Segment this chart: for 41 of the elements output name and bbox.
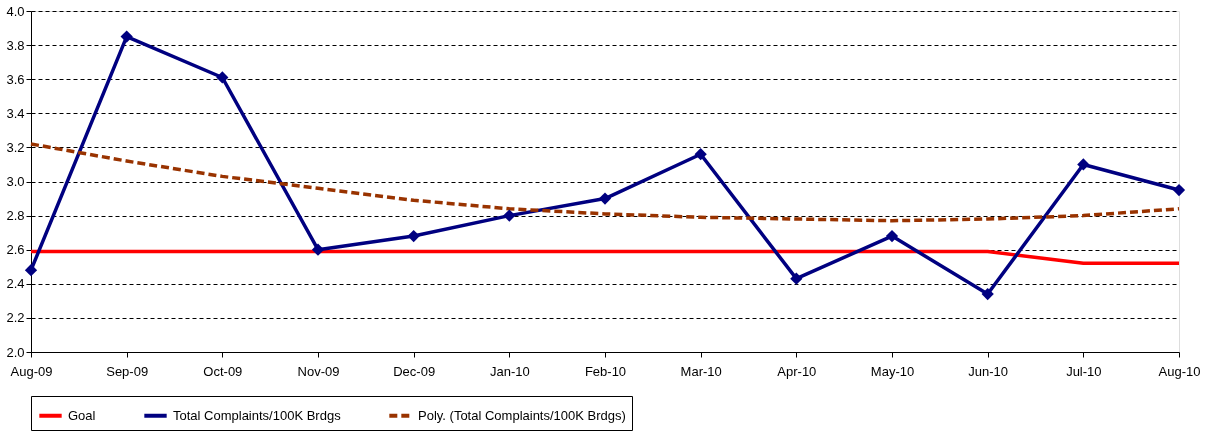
y-tick-label: 2.6 bbox=[6, 242, 25, 258]
x-tick-label: Mar-10 bbox=[680, 363, 722, 379]
y-tick-label: 3.4 bbox=[6, 105, 25, 121]
y-tick-label: 3.2 bbox=[6, 139, 25, 155]
legend-label: Total Complaints/100K Brdgs bbox=[173, 407, 342, 423]
point bbox=[981, 287, 994, 301]
point bbox=[790, 272, 803, 285]
y-tick-label: 2.4 bbox=[6, 276, 25, 292]
x-tick-label: Jan-10 bbox=[489, 363, 530, 379]
point bbox=[885, 229, 899, 243]
legend-label: Goal bbox=[68, 407, 96, 423]
x-tick-label: Aug-09 bbox=[10, 363, 53, 379]
point bbox=[598, 192, 612, 205]
y-tick-label: 4.0 bbox=[6, 3, 25, 19]
x-tick-label: Jun-10 bbox=[968, 363, 1009, 379]
x-tick-label: Aug-10 bbox=[1158, 363, 1201, 379]
point bbox=[216, 71, 229, 84]
point bbox=[1172, 183, 1186, 197]
point bbox=[120, 30, 133, 43]
y-tick-label: 2.8 bbox=[6, 208, 25, 224]
line-series bbox=[29, 142, 1181, 223]
x-tick-label: Feb-10 bbox=[584, 363, 627, 379]
point bbox=[24, 264, 38, 277]
point bbox=[311, 243, 325, 256]
y-tick-label: 3.8 bbox=[6, 37, 25, 53]
point bbox=[407, 229, 420, 243]
x-tick-label: May-10 bbox=[870, 363, 915, 379]
x-tick-label: Dec-09 bbox=[393, 363, 436, 379]
y-tick-label: 3.0 bbox=[6, 174, 25, 189]
x-tick-label: Oct-09 bbox=[203, 363, 243, 379]
point bbox=[694, 148, 707, 161]
y-tick-label: 3.6 bbox=[6, 71, 25, 87]
point bbox=[503, 209, 516, 222]
x-tick-label: Jul-10 bbox=[1066, 363, 1102, 379]
y-tick-label: 2.2 bbox=[6, 310, 25, 326]
x-tick-label: Nov-09 bbox=[297, 363, 340, 379]
y-tick-label: 2.0 bbox=[6, 344, 25, 360]
point bbox=[1077, 158, 1090, 171]
legend-label: Poly. (Total Complaints/100K Brdgs) bbox=[418, 407, 626, 423]
x-tick-label: Sep-09 bbox=[106, 363, 149, 379]
x-tick-label: Apr-10 bbox=[777, 363, 817, 379]
